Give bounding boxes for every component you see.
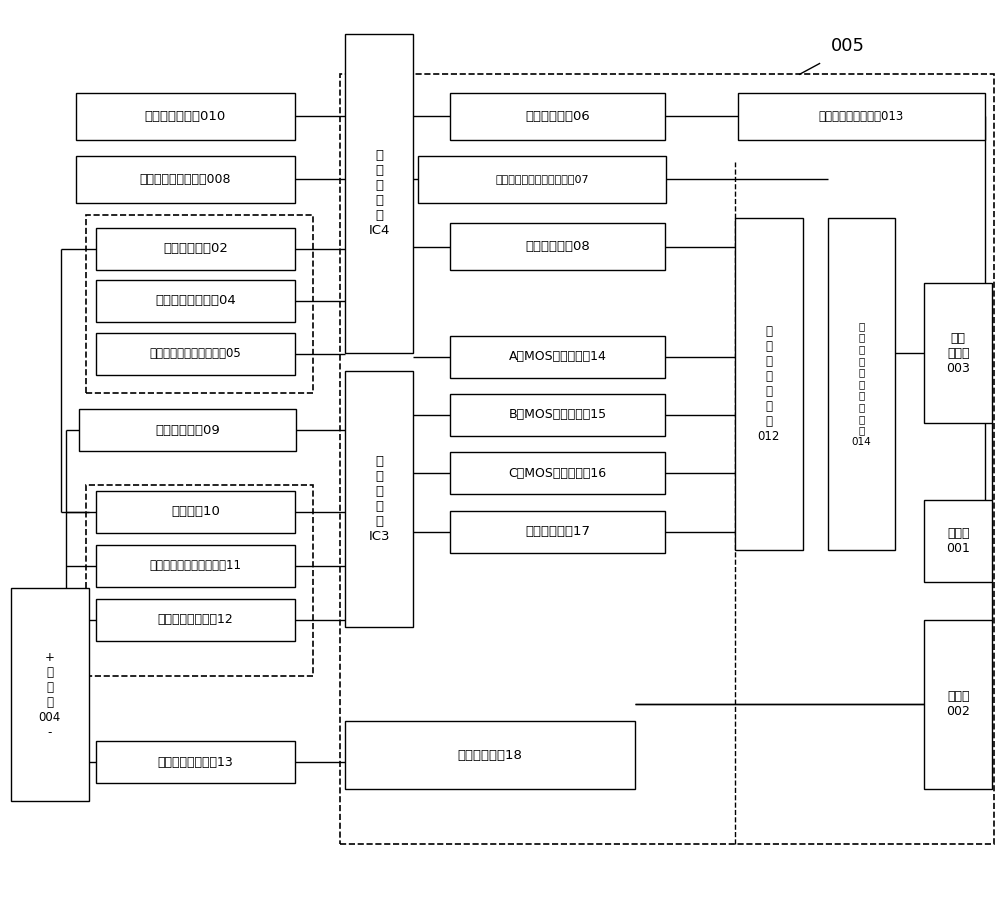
- Bar: [86, 215, 313, 393]
- Bar: [96, 741, 295, 783]
- Text: B相MOS管驱动电路15: B相MOS管驱动电路15: [508, 408, 606, 422]
- Bar: [450, 335, 665, 378]
- Text: 充电截止控制电路12: 充电截止控制电路12: [158, 613, 233, 626]
- Text: A相MOS管驱动电路14: A相MOS管驱动电路14: [508, 350, 606, 363]
- Bar: [96, 599, 295, 641]
- Bar: [96, 227, 295, 270]
- Bar: [924, 620, 992, 788]
- Bar: [450, 223, 665, 270]
- Text: 空调
压缩机
003: 空调 压缩机 003: [946, 332, 970, 375]
- Text: 发动机油门控制装置013: 发动机油门控制装置013: [819, 110, 904, 123]
- Text: 压缩机电磁离合器控制电路07: 压缩机电磁离合器控制电路07: [495, 174, 589, 184]
- Bar: [96, 333, 295, 375]
- Bar: [828, 218, 895, 550]
- Bar: [450, 93, 665, 140]
- Text: 充电截止开关电路13: 充电截止开关电路13: [158, 756, 233, 769]
- Bar: [76, 93, 295, 140]
- Text: 发
动
机
熄
火
线
路
012: 发 动 机 熄 火 线 路 012: [757, 325, 780, 443]
- Bar: [76, 156, 295, 202]
- Text: 车速信号拾取电路04: 车速信号拾取电路04: [155, 295, 236, 307]
- Text: 发电机
002: 发电机 002: [946, 690, 970, 718]
- Bar: [345, 371, 413, 628]
- Bar: [924, 283, 992, 423]
- Bar: [96, 491, 295, 533]
- Text: 发动机启动模式开关008: 发动机启动模式开关008: [140, 173, 231, 186]
- Bar: [96, 280, 295, 322]
- Text: 主
控
制
芯
片
IC4: 主 控 制 芯 片 IC4: [368, 149, 390, 237]
- Text: C相MOS管驱动电路16: C相MOS管驱动电路16: [508, 467, 606, 480]
- Text: 副
控
制
芯
片
IC3: 副 控 制 芯 片 IC3: [368, 455, 390, 543]
- Text: 油门控制电路06: 油门控制电路06: [525, 110, 590, 123]
- Text: 发动机
001: 发动机 001: [946, 527, 970, 555]
- Text: 三相整流电路18: 三相整流电路18: [458, 749, 522, 761]
- Bar: [79, 409, 296, 451]
- Text: 熄火控制电路08: 熄火控制电路08: [525, 240, 590, 254]
- Text: 005: 005: [831, 37, 865, 55]
- Bar: [450, 511, 665, 553]
- Bar: [450, 452, 665, 494]
- Bar: [345, 34, 413, 352]
- Bar: [11, 588, 89, 801]
- Text: 空调压缩机开关010: 空调压缩机开关010: [145, 110, 226, 123]
- Bar: [86, 485, 313, 676]
- Text: 发动机转速信号感应电路05: 发动机转速信号感应电路05: [150, 347, 241, 360]
- Bar: [735, 218, 803, 550]
- Text: 发电机相序信号拾取电路11: 发电机相序信号拾取电路11: [149, 559, 241, 573]
- Text: 压
缩
机
电
磁
离
合
器
线
路
014: 压 缩 机 电 磁 离 合 器 线 路 014: [852, 321, 871, 447]
- Bar: [345, 722, 635, 788]
- Text: 限流保护电路17: 限流保护电路17: [525, 525, 590, 539]
- Bar: [450, 394, 665, 436]
- Text: 反向截流电路09: 反向截流电路09: [155, 423, 220, 437]
- Bar: [418, 156, 666, 202]
- Bar: [924, 500, 992, 583]
- Bar: [96, 545, 295, 587]
- Bar: [340, 75, 994, 844]
- Text: 稳压电路10: 稳压电路10: [171, 505, 220, 519]
- Bar: [738, 93, 985, 140]
- Text: +
蓄
电
瓶
004
-: + 蓄 电 瓶 004 -: [39, 651, 61, 739]
- Text: 电压比较电路02: 电压比较电路02: [163, 243, 228, 255]
